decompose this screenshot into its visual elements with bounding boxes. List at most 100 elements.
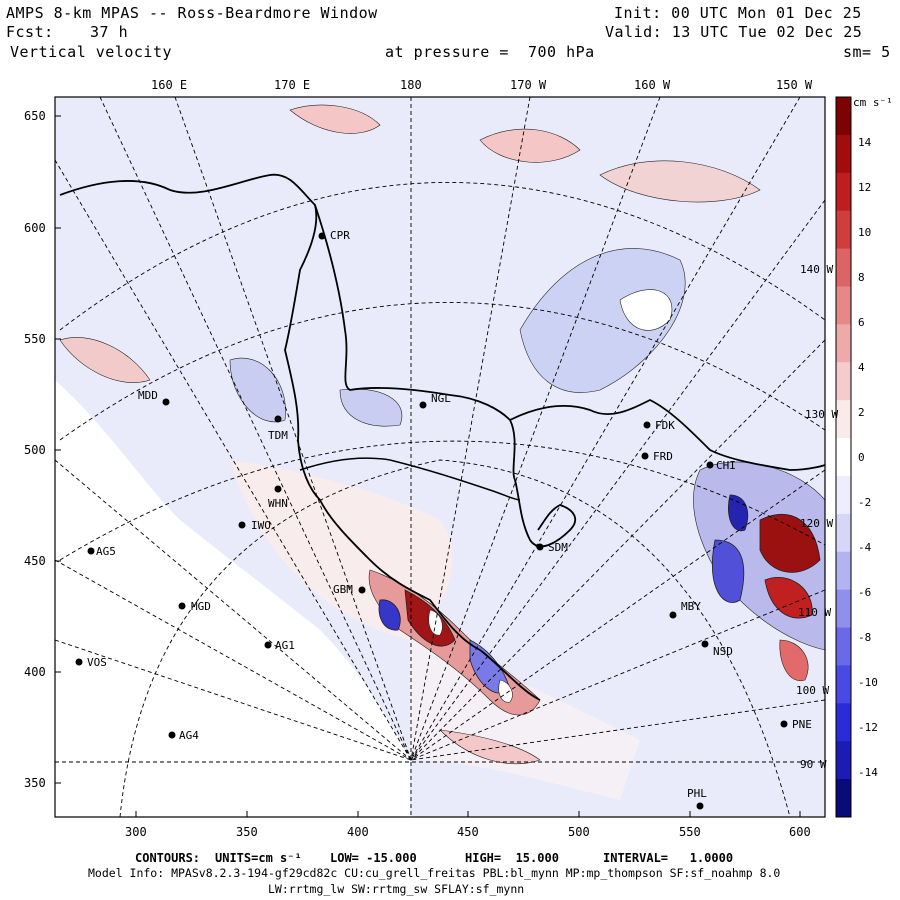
- station-mdd: MDD: [138, 389, 158, 402]
- colorbar-swatch: [836, 400, 851, 439]
- colorbar-tick-label: -6: [858, 586, 872, 599]
- grounding-line-east: [514, 479, 577, 548]
- lon-label-130w: 130 W: [805, 408, 839, 421]
- colorbar-swatch: [836, 438, 851, 477]
- colorbar-swatch: [836, 134, 851, 174]
- bottom-axis-label-350: 350: [236, 825, 258, 839]
- top-axis-label-180: 180: [400, 78, 422, 92]
- station-ag5: AG5: [96, 545, 116, 558]
- station-dot-tdm: [274, 415, 282, 423]
- lon-label-120w: 120 W: [800, 517, 834, 530]
- ross-ice-shelf-front-east: [509, 398, 825, 471]
- coastline-west: [59, 173, 541, 701]
- lon-label-100w: 100 W: [796, 684, 830, 697]
- station-dot-mby: [669, 611, 677, 619]
- colorbar-swatch: [836, 97, 851, 136]
- colorbar-swatch: [836, 324, 851, 363]
- smoothing-level: sm= 5: [843, 43, 891, 61]
- station-ag4: AG4: [179, 729, 199, 742]
- strong-ascent-core-1: [759, 513, 821, 573]
- contours-high: HIGH= 15.000: [465, 851, 559, 865]
- station-sdm: SDM: [548, 541, 568, 554]
- station-vos: VOS: [87, 656, 107, 669]
- left-axis-label-350: 350: [24, 776, 46, 790]
- map-frame: [54, 96, 826, 818]
- colorbar-tick-label: -12: [858, 721, 878, 734]
- colorbar-tick-label: 0: [858, 451, 865, 464]
- mountain-wave-core-3: [378, 599, 401, 631]
- descent-area-tdm: [229, 357, 286, 423]
- lon-label-110w: 110 W: [798, 606, 832, 619]
- contours-interval: INTERVAL= 1.0000: [603, 851, 734, 865]
- bottom-axis-label-600: 600: [789, 825, 811, 839]
- colorbar-tick-label: 4: [858, 361, 865, 374]
- station-tdm: TDM: [268, 429, 288, 442]
- contours-units: UNITS=cm s⁻¹: [215, 851, 302, 865]
- colorbar-swatch: [836, 475, 851, 515]
- station-fdk: FDK: [655, 419, 675, 432]
- strong-ascent-core-2: [764, 577, 813, 619]
- station-ngl: NGL: [431, 392, 451, 405]
- moderate-ascent-core: [779, 639, 809, 682]
- bottom-axis-label-450: 450: [457, 825, 479, 839]
- top-axis-label-170w: 170 W: [510, 78, 547, 92]
- station-whn: WHN: [268, 497, 288, 510]
- station-iwo: IWO: [251, 519, 271, 532]
- colorbar-tick-label: 2: [858, 406, 865, 419]
- valid-time: Valid: 13 UTC Tue 02 Dec 25: [605, 23, 863, 41]
- left-axis-label-400: 400: [24, 665, 46, 679]
- ross-ice-shelf-front-west: [314, 204, 516, 481]
- descent-area-large: [519, 248, 686, 393]
- top-axis-label-160w: 160 W: [634, 78, 671, 92]
- bottom-axis-label-400: 400: [347, 825, 369, 839]
- colorbar-swatch: [836, 627, 851, 666]
- colorbar-swatch: [836, 779, 851, 818]
- colorbar-swatch: [836, 551, 851, 591]
- station-dot-iwo: [238, 521, 246, 529]
- axis-ticks: [55, 115, 801, 817]
- colorbar: [835, 96, 852, 818]
- colorbar-units: cm s⁻¹: [853, 96, 893, 109]
- colorbar-tick-label: 14: [858, 136, 872, 149]
- station-markers: [75, 232, 788, 810]
- station-dot-phl: [696, 802, 704, 810]
- contours-low: LOW= -15.000: [330, 851, 417, 865]
- model-info: Model Info: MPASv8.2.3-194-gf29cd82c CU:…: [88, 866, 781, 880]
- station-phl: PHL: [687, 787, 707, 800]
- station-dot-mdd: [162, 398, 170, 406]
- variable-name: Vertical velocity: [10, 43, 173, 61]
- station-mgd: MGD: [191, 600, 211, 613]
- bottom-axis-label-550: 550: [679, 825, 701, 839]
- station-dot-chi: [706, 461, 714, 469]
- left-axis-label-600: 600: [24, 221, 46, 235]
- colorbar-swatch: [836, 741, 851, 780]
- top-axis-label-150w: 150 W: [776, 78, 813, 92]
- station-ag1: AG1: [275, 639, 295, 652]
- colorbar-tick-label: -10: [858, 676, 878, 689]
- ascent-streak-1: [289, 104, 381, 134]
- model-info-physics: LW:rrtmg_lw SW:rrtmg_sw SFLAY:sf_mynn: [268, 882, 525, 896]
- station-dot-fdk: [643, 421, 651, 429]
- station-nsd: NSD: [713, 645, 733, 658]
- colorbar-swatch: [836, 589, 851, 629]
- colorbar-tick-label: 8: [858, 271, 865, 284]
- station-dot-ag4: [168, 731, 176, 739]
- top-axis-label-170e: 170 E: [274, 78, 311, 92]
- colorbar-tick-label: 6: [858, 316, 865, 329]
- station-dot-ag1: [264, 641, 272, 649]
- pressure-level: at pressure = 700 hPa: [385, 43, 595, 61]
- init-time: Init: 00 UTC Mon 01 Dec 25: [614, 4, 862, 22]
- station-mby: MBY: [681, 600, 701, 613]
- station-dot-ngl: [419, 401, 427, 409]
- colorbar-swatch: [836, 248, 851, 287]
- contours-label: CONTOURS:: [135, 851, 201, 865]
- forecast-label: Fcst:: [6, 23, 54, 41]
- ascent-streak-2: [479, 128, 581, 163]
- ascent-streak-4: [59, 337, 151, 383]
- forecast-hour: 37 h: [90, 23, 129, 41]
- colorbar-tick-label: -2: [858, 496, 872, 509]
- station-dot-cpr: [318, 232, 326, 240]
- station-dot-sdm: [536, 543, 544, 551]
- bottom-axis-label-300: 300: [125, 825, 147, 839]
